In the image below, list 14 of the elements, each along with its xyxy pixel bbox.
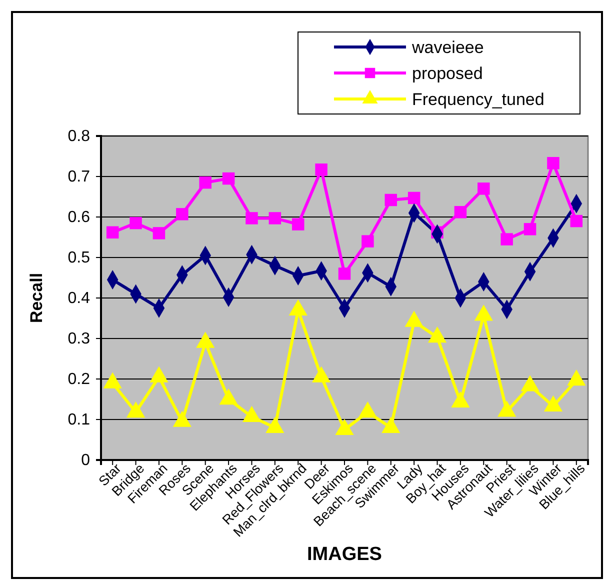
y-tick-label: 0 [81,452,90,470]
legend-label: waveieee [411,38,484,57]
y-tick-label: 0.5 [68,250,90,267]
y-axis-title: Recall [27,272,46,324]
x-axis-title: IMAGES [307,544,382,565]
y-tick-label: 0.7 [68,168,90,186]
y-tick-label: 0.3 [68,330,90,348]
y-tick-label: 0.1 [68,412,90,429]
y-tick-label: 0.4 [68,290,90,308]
y-tick-label: 0.6 [68,209,90,226]
legend-label: proposed [412,64,483,83]
y-tick-label: 0.8 [68,128,90,146]
legend-label: Frequency_tuned [412,90,544,109]
y-tick-label: 0.2 [68,371,90,388]
